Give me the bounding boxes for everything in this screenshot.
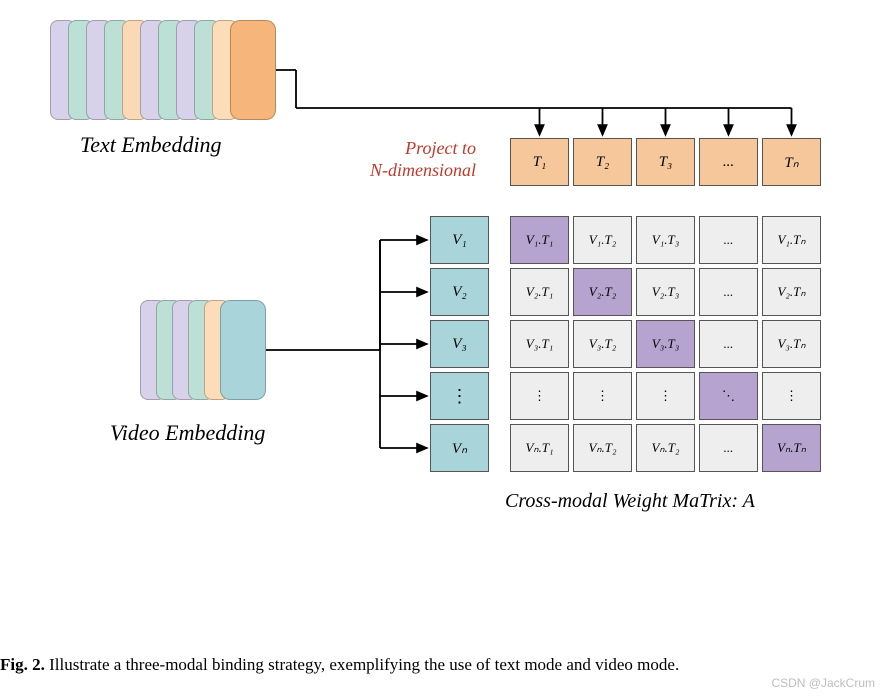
matrix-cell: V₂.Tₙ <box>762 268 821 316</box>
watermark: CSDN @JackCrum <box>771 676 875 690</box>
t-header-cell: ... <box>699 138 758 186</box>
matrix-cell: V₃.T₂ <box>573 320 632 368</box>
matrix-cell: V₃.T₁ <box>510 320 569 368</box>
v-header-cell: Vₙ <box>430 424 489 472</box>
matrix-cell: ... <box>699 268 758 316</box>
cross-modal-matrix: V₁.T₁V₁.T₂V₁.T₃...V₁.TₙV₂.T₁V₂.T₂V₂.T₃..… <box>510 216 821 472</box>
matrix-cell: Vₙ.T₂ <box>573 424 632 472</box>
embedding-card <box>220 300 266 400</box>
matrix-cell: Vₙ.Tₙ <box>762 424 821 472</box>
t-header-cell: Tₙ <box>762 138 821 186</box>
diagram-container: Text Embedding Video Embedding Project t… <box>30 20 860 600</box>
matrix-cell: ⋮ <box>762 372 821 420</box>
t-header-cell: T₃ <box>636 138 695 186</box>
video-embedding-label: Video Embedding <box>110 420 265 446</box>
matrix-cell: V₁.T₂ <box>573 216 632 264</box>
project-line1: Project to <box>405 138 476 158</box>
text-embedding-stack <box>50 20 290 130</box>
matrix-row: ⋮⋮⋮⋱⋮ <box>510 372 821 420</box>
text-embedding-label: Text Embedding <box>80 132 222 158</box>
matrix-row: Vₙ.T₁Vₙ.T₂Vₙ.T₂...Vₙ.Tₙ <box>510 424 821 472</box>
matrix-cell: V₂.T₃ <box>636 268 695 316</box>
matrix-cell: Vₙ.T₂ <box>636 424 695 472</box>
matrix-cell: V₃.T₃ <box>636 320 695 368</box>
matrix-cell: V₁.T₁ <box>510 216 569 264</box>
project-line2: N-dimensional <box>370 160 476 180</box>
figure-number: Fig. 2. <box>0 655 45 674</box>
matrix-cell: V₂.T₁ <box>510 268 569 316</box>
t-header-cell: T₂ <box>573 138 632 186</box>
video-embedding-stack <box>140 300 380 410</box>
t-header-cell: T₁ <box>510 138 569 186</box>
matrix-cell: V₂.T₂ <box>573 268 632 316</box>
matrix-cell: ... <box>699 424 758 472</box>
v-header-cell: V₃ <box>430 320 489 368</box>
v-header-cell: V₂ <box>430 268 489 316</box>
matrix-cell: ⋮ <box>573 372 632 420</box>
matrix-cell: Vₙ.T₁ <box>510 424 569 472</box>
embedding-card <box>230 20 276 120</box>
matrix-cell: V₃.Tₙ <box>762 320 821 368</box>
matrix-row: V₃.T₁V₃.T₂V₃.T₃...V₃.Tₙ <box>510 320 821 368</box>
caption-text: Illustrate a three-modal binding strateg… <box>45 655 679 674</box>
matrix-row: V₂.T₁V₂.T₂V₂.T₃...V₂.Tₙ <box>510 268 821 316</box>
matrix-cell: V₁.Tₙ <box>762 216 821 264</box>
matrix-row: V₁.T₁V₁.T₂V₁.T₃...V₁.Tₙ <box>510 216 821 264</box>
v-header-cell: V₁ <box>430 216 489 264</box>
project-label: Project to N-dimensional <box>370 138 476 181</box>
v-header-column: V₁V₂V₃⋮Vₙ <box>430 216 489 472</box>
matrix-title: Cross-modal Weight MaTrix: A <box>505 490 755 513</box>
t-header-row: T₁T₂T₃...Tₙ <box>510 138 821 186</box>
matrix-cell: V₁.T₃ <box>636 216 695 264</box>
matrix-cell: ⋮ <box>636 372 695 420</box>
matrix-cell: ⋮ <box>510 372 569 420</box>
matrix-cell: ... <box>699 216 758 264</box>
matrix-cell: ⋱ <box>699 372 758 420</box>
v-header-cell: ⋮ <box>430 372 489 420</box>
figure-caption: Fig. 2. Illustrate a three-modal binding… <box>0 651 830 678</box>
matrix-cell: ... <box>699 320 758 368</box>
